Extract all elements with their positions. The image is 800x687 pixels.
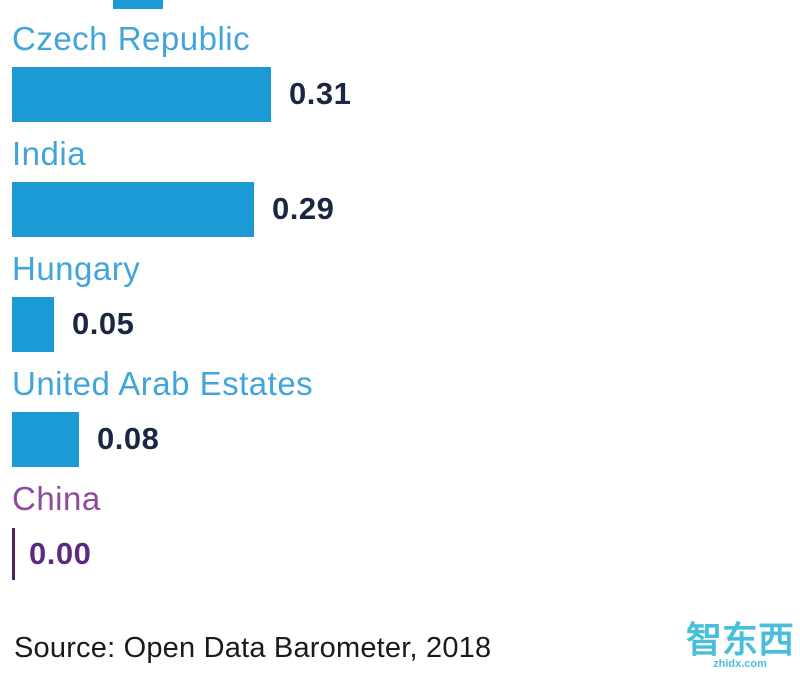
chart-row: Hungary 0.05 [12,250,772,352]
category-label: Hungary [12,249,141,287]
bar [12,411,79,467]
bar-track: 0.00 [12,527,772,582]
value-label: 0.29 [272,191,335,227]
chart-row: India 0.29 [12,135,772,237]
category-label: Czech Republic [12,20,251,57]
value-label: 0.08 [97,421,160,457]
chart-row: United Arab Estates 0.08 [12,365,772,467]
watermark-text: 智东西 [685,618,794,660]
bar-track: 0.29 [12,181,772,237]
watermark-subtext: zhidx.com [713,657,767,670]
bar [12,296,54,352]
value-label: 0.05 [72,306,135,342]
watermark: 智东西 zhidx.com [685,618,794,671]
category-label: India [12,134,87,172]
bar-track: 0.05 [12,296,772,352]
value-label: 0.31 [289,76,352,112]
bar [12,181,254,237]
bar-track: 0.08 [12,411,772,467]
bar-chart: Czech Republic 0.31 India 0.29 Hungary 0.05 Un… [12,20,772,595]
cropped-bar-fragment [113,0,163,9]
bar [12,528,15,581]
category-label: United Arab Estates [12,364,314,402]
bar [12,66,271,122]
value-label: 0.00 [29,536,92,572]
chart-row: China 0.00 [12,480,772,582]
bar-track: 0.31 [12,66,772,122]
category-label: China [12,479,101,517]
chart-row: Czech Republic 0.31 [12,20,772,122]
source-note: Source: Open Data Barometer, 2018 [14,632,492,664]
